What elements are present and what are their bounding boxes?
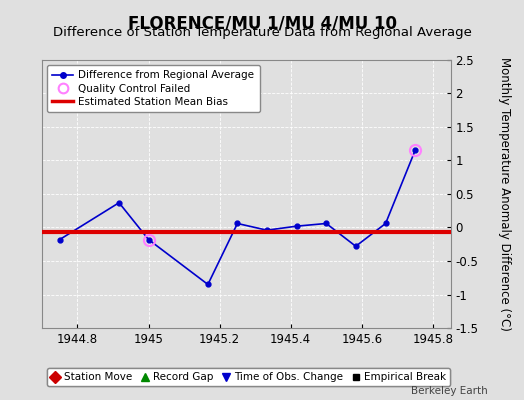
Text: Berkeley Earth: Berkeley Earth — [411, 386, 487, 396]
Legend: Station Move, Record Gap, Time of Obs. Change, Empirical Break: Station Move, Record Gap, Time of Obs. C… — [47, 368, 450, 386]
Y-axis label: Monthly Temperature Anomaly Difference (°C): Monthly Temperature Anomaly Difference (… — [498, 57, 511, 331]
Text: Difference of Station Temperature Data from Regional Average: Difference of Station Temperature Data f… — [52, 26, 472, 39]
Text: FLORENCE/MU 1/MU 4/MU 10: FLORENCE/MU 1/MU 4/MU 10 — [127, 14, 397, 32]
